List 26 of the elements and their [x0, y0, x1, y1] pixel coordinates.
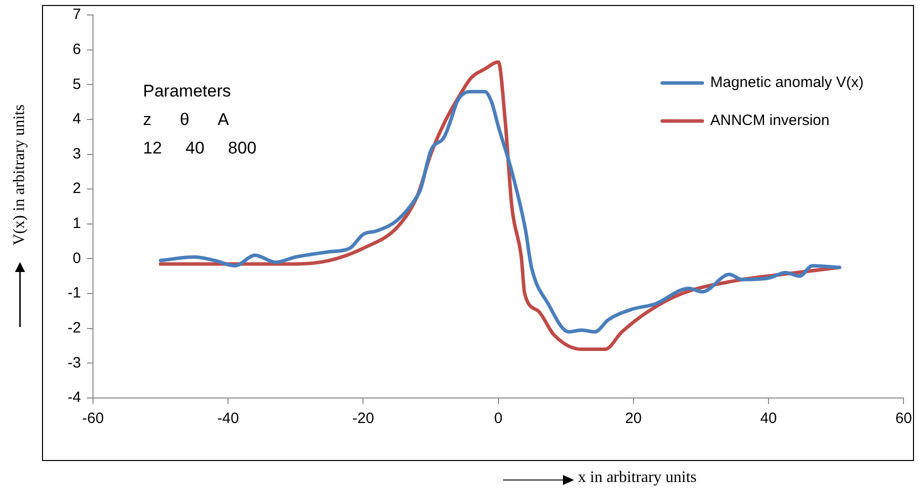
y-tick-label: 3 — [72, 145, 81, 162]
y-tick-label: -1 — [68, 284, 81, 302]
legend-label: Magnetic anomaly V(x) — [710, 74, 864, 92]
x-tick-label: 40 — [760, 410, 777, 428]
y-tick-label: -3 — [68, 354, 81, 372]
y-tick-label: 7 — [72, 6, 81, 24]
annotation: 12 40 800 — [143, 138, 256, 158]
annotation: Parameters — [143, 82, 231, 101]
x-axis-title: x in arbitrary units — [578, 469, 697, 487]
y-tick-label: 6 — [72, 40, 81, 58]
x-tick-label: -20 — [352, 410, 374, 428]
x-tick-label: -60 — [82, 410, 104, 428]
x-tick-label: 0 — [494, 410, 502, 428]
y-tick-label: 2 — [72, 180, 81, 198]
y-tick-label: 1 — [72, 215, 81, 232]
annotation: z θ A — [143, 110, 230, 130]
x-tick-label: -40 — [217, 410, 239, 428]
legend-label: ANNCM inversion — [710, 112, 830, 130]
y-tick-label: 5 — [72, 76, 81, 93]
y-axis-title: V(x) in arbitrary units — [11, 104, 29, 246]
y-tick-label: -2 — [68, 320, 81, 337]
y-tick-label: -4 — [68, 389, 81, 406]
y-tick-label: 0 — [72, 250, 81, 267]
x-tick-label: 60 — [895, 410, 912, 428]
y-tick-label: 4 — [72, 110, 81, 128]
x-tick-label: 20 — [625, 410, 642, 428]
